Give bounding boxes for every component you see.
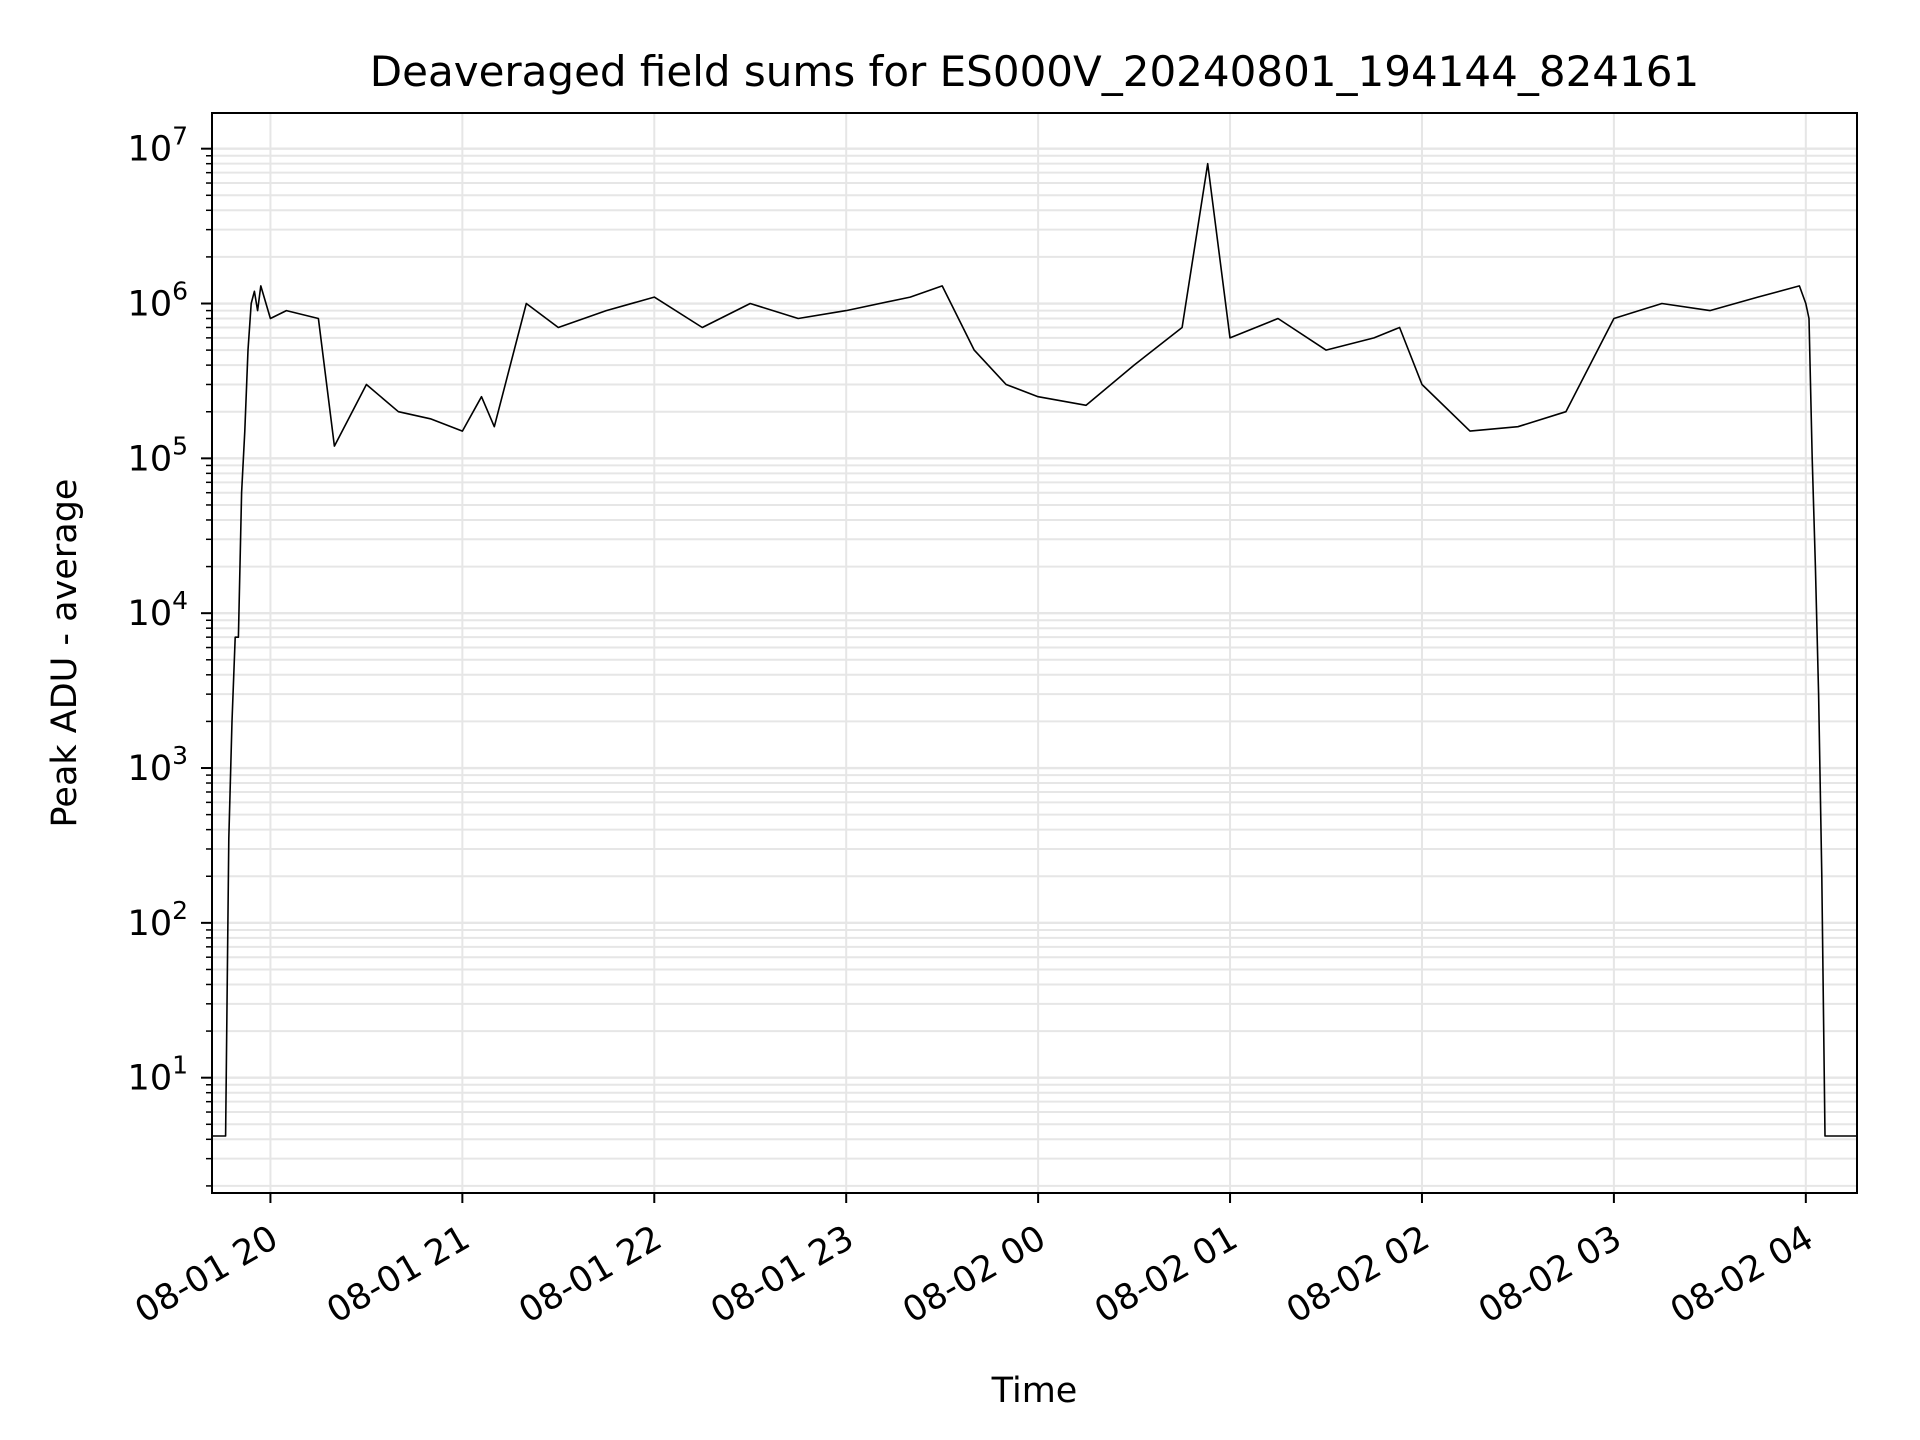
x-axis-label: Time [991, 1371, 1078, 1411]
chart-title: Deaveraged field sums for ES000V_2024080… [370, 47, 1699, 96]
y-tick-label: 105 [128, 431, 188, 479]
y-axis: 101 102 103 104 105 106 107 [128, 122, 212, 1187]
y-tick-label: 101 [128, 1051, 188, 1099]
y-tick-label: 106 [128, 277, 188, 325]
y-axis-label: Peak ADU - average [45, 479, 85, 828]
plot-frame [211, 112, 1858, 1194]
y-tick-label: 103 [128, 741, 188, 789]
series-layer [212, 162, 1857, 1137]
series-line [212, 162, 1857, 1137]
grid-lines [212, 113, 1857, 1193]
y-tick-label: 107 [128, 122, 188, 170]
y-tick-label: 102 [128, 896, 188, 944]
y-tick-label: 104 [128, 586, 188, 634]
